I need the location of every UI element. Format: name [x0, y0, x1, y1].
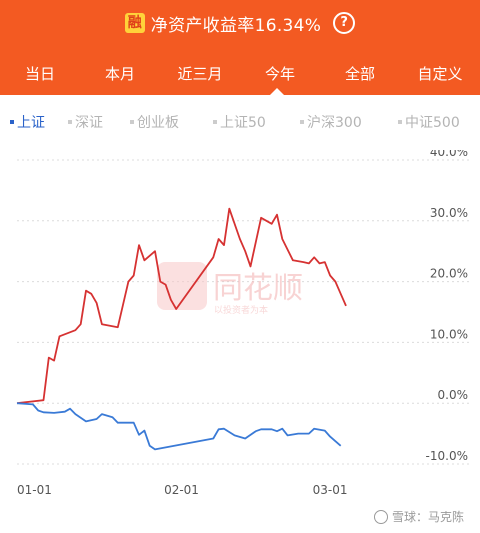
legend-square-icon: [130, 120, 134, 124]
tab-all[interactable]: 全部: [344, 65, 375, 83]
y-tick-label: 10.0%: [430, 327, 468, 341]
chart-grid: [17, 159, 470, 465]
shanghai-index-line: [16, 402, 342, 451]
active-tab-caret-icon: [270, 88, 284, 95]
tab-last-three-months[interactable]: 近三月: [177, 65, 223, 83]
watermark-brand: 同花顺: [213, 271, 303, 306]
watermark-logo: 同花顺 以投资者为本: [157, 262, 303, 316]
page-title: 净资产收益率16.34%: [150, 15, 322, 36]
x-tick-label: 02-01: [164, 483, 199, 497]
x-tick-label: 03-01: [313, 483, 348, 497]
tab-custom[interactable]: 自定义: [417, 65, 463, 83]
index-tab-csi300[interactable]: 沪深300: [300, 112, 362, 132]
legend-square-icon: [213, 120, 217, 124]
y-tick-label: 20.0%: [430, 267, 468, 281]
footer-site-text: 雪球：马克陈: [391, 510, 464, 524]
index-tab-chinext[interactable]: 创业板: [130, 112, 179, 132]
tab-this-month[interactable]: 本月: [104, 65, 135, 83]
period-tabs: 当日 本月 近三月 今年 全部 自定义: [0, 58, 480, 90]
footer-watermark: 雪球：马克陈: [373, 508, 464, 525]
portfolio-return-line: [16, 207, 347, 405]
y-tick-label: 40.0%: [430, 150, 468, 159]
legend-square-icon: [68, 120, 72, 124]
return-chart: 同花顺 以投资者为本 40.0% 30.0% 20.0% 10.0% 0.0% -10.0…: [16, 150, 470, 497]
index-tab-csi500[interactable]: 中证500: [398, 112, 460, 132]
tab-today[interactable]: 当日: [24, 65, 55, 83]
finance-badge-icon: 融: [124, 13, 145, 33]
watermark-subtitle: 以投资者为本: [214, 304, 268, 316]
title-row: 融 净资产收益率16.34% ?: [0, 9, 480, 37]
legend-square-icon: [398, 120, 402, 124]
index-tabs: 上证 深证 创业板 上证50 沪深300 中证500: [10, 112, 480, 136]
chart-series: [16, 207, 347, 451]
tab-this-year[interactable]: 今年: [264, 65, 295, 83]
index-tab-label: 上证: [17, 115, 45, 131]
snowball-logo-icon: [373, 509, 388, 524]
index-tab-label: 创业板: [137, 115, 179, 131]
index-tab-label: 上证50: [220, 115, 266, 131]
index-tab-shanghai[interactable]: 上证: [10, 112, 45, 132]
y-tick-label: 0.0%: [438, 388, 469, 402]
y-tick-label: 30.0%: [430, 206, 468, 220]
y-axis-ticks: 40.0% 30.0% 20.0% 10.0% 0.0% -10.0%: [426, 150, 468, 463]
x-tick-label: 01-01: [17, 483, 52, 497]
watermark-logo-icon: [157, 262, 207, 310]
legend-square-icon: [10, 120, 14, 124]
index-tab-shenzhen[interactable]: 深证: [68, 112, 103, 132]
index-tab-sse50[interactable]: 上证50: [213, 112, 266, 132]
index-tab-label: 沪深300: [307, 115, 362, 131]
index-tab-label: 中证500: [405, 115, 460, 131]
legend-square-icon: [300, 120, 304, 124]
y-tick-label: -10.0%: [426, 449, 468, 463]
header-bar: 融 净资产收益率16.34% ? 当日 本月 近三月 今年 全部 自定义: [0, 0, 480, 95]
index-tab-label: 深证: [75, 115, 103, 131]
help-icon[interactable]: ?: [333, 12, 356, 34]
x-axis-ticks: 01-01 02-01 03-01: [17, 483, 348, 497]
